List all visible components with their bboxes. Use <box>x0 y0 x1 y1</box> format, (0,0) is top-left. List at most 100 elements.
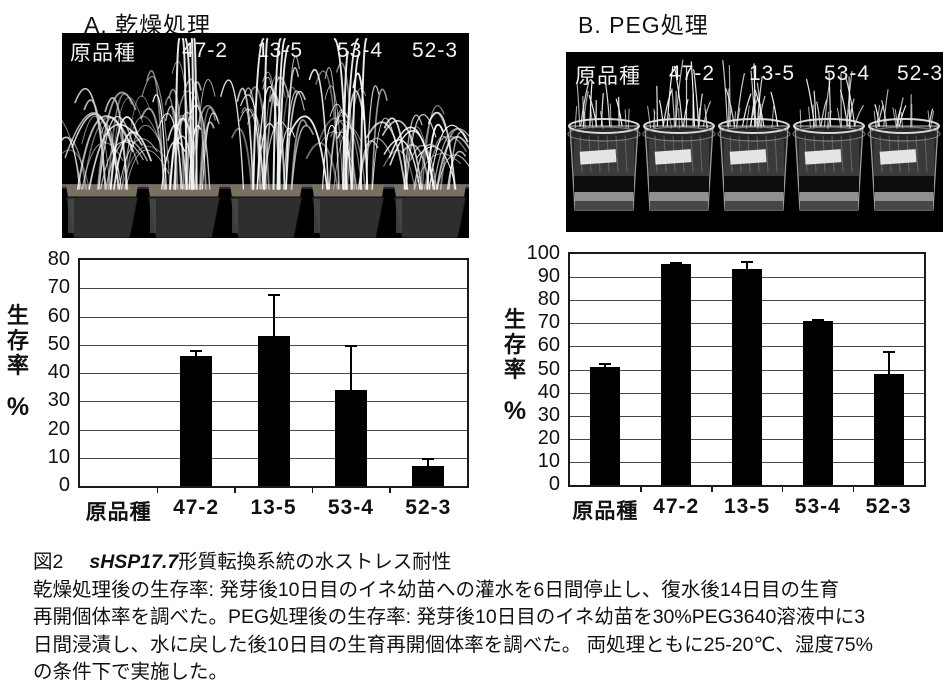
error-bar-cap <box>741 260 753 263</box>
plant-stroke <box>401 144 431 190</box>
plant-stroke <box>107 93 133 190</box>
plant-stroke <box>381 119 423 190</box>
photo-shape <box>314 199 320 233</box>
photo-shape <box>579 149 617 165</box>
plant-stroke <box>823 80 831 127</box>
photo-shape <box>875 201 933 210</box>
plant-stroke <box>426 123 444 190</box>
y-axis-label: 40 <box>47 361 70 383</box>
photo-shape <box>724 176 784 192</box>
plant-stroke <box>849 135 853 173</box>
plant-stroke <box>181 38 188 190</box>
chart-a-bar-52-3 <box>412 466 445 486</box>
y-axis-label: 70 <box>537 311 560 334</box>
photo-a-label-47-2: 47-2 <box>181 39 229 62</box>
plant-stroke <box>414 153 461 190</box>
photo-shape <box>874 176 934 192</box>
plant-stroke <box>898 105 907 127</box>
plant-stroke <box>365 85 380 190</box>
chart-a-xlabel-47-2: 47-2 <box>173 496 220 519</box>
chart-b-xlabel-13-5: 13-5 <box>723 495 771 518</box>
photo-b-label-13-5: 13-5 <box>748 62 796 85</box>
plant-stroke <box>808 106 812 129</box>
plant-stroke <box>140 107 166 190</box>
plant-stroke <box>876 104 881 129</box>
plant-stroke <box>574 105 578 129</box>
photo-shape <box>804 149 842 165</box>
plant-stroke <box>900 111 904 129</box>
plant-stroke <box>652 111 656 129</box>
photo-shape <box>725 201 783 210</box>
plant-stroke <box>656 85 659 127</box>
y-axis-label: 10 <box>47 445 70 468</box>
plant-stroke <box>813 90 817 127</box>
plant-stroke <box>124 95 151 190</box>
plant-stroke <box>848 105 853 129</box>
cup-rim <box>643 118 715 134</box>
photo-panel-b: 原品種 47-2 13-5 53-4 52-3 <box>566 52 943 232</box>
plant-stroke <box>765 135 769 173</box>
error-bar <box>272 293 275 337</box>
y-axis-label: 70 <box>47 276 70 299</box>
plant-stroke <box>702 101 711 127</box>
photo-shape <box>650 201 708 210</box>
plant-stroke <box>446 150 466 190</box>
y-axis-unit: % <box>503 397 527 425</box>
photo-shape <box>575 192 633 201</box>
plant-stroke <box>285 90 306 190</box>
plant-stroke <box>239 108 264 190</box>
plant-stroke <box>883 89 889 127</box>
plant-stroke <box>184 38 193 190</box>
cup-rim <box>867 126 941 142</box>
chart-b-xlabel-53-4: 53-4 <box>794 495 841 518</box>
chart-a-bar-53-4 <box>334 389 367 486</box>
chart-b-bar-13-5 <box>732 269 762 485</box>
plant-stroke <box>704 107 709 129</box>
y-axis-label: 10 <box>537 449 560 472</box>
plant-stroke <box>324 85 344 190</box>
caption-line-4: の条件下で実施した。 <box>33 661 229 683</box>
photo-shape <box>396 199 402 233</box>
photo-shape <box>725 192 783 201</box>
plant-stroke <box>263 38 269 190</box>
error-bar <box>604 362 607 368</box>
plant-stroke <box>419 111 447 190</box>
plant-stroke <box>741 93 752 127</box>
chart-b-bar-53-4 <box>802 321 833 485</box>
figure-title-gene: sHSP17.7 <box>89 551 179 573</box>
plant-stroke <box>74 88 107 190</box>
plant-stroke <box>350 53 360 190</box>
photo-shape <box>879 149 917 165</box>
error-bar-cap <box>882 351 895 354</box>
photo-b-label-53-4: 53-4 <box>823 62 871 85</box>
photo-a-label-53-4: 53-4 <box>336 39 384 62</box>
plant-stroke <box>71 113 120 190</box>
caption-line-3: 日間浸漬し、水に戻した後10日目の生育再開個体率を調べた。 両処理ともに25-2… <box>33 633 873 656</box>
photo-b-label-original: 原品種 <box>575 65 641 88</box>
x-axis-tick <box>711 485 713 492</box>
chart-b-plot-area: 原品種 47-2 13-5 53-4 52-3 0 10 20 30 40 50 60 70 80 90 10… <box>527 242 926 523</box>
chart-a-y-axis-title: 生存率% <box>4 303 32 422</box>
y-axis-title-char: 生 <box>6 303 29 328</box>
plant-stroke <box>81 142 124 190</box>
plant-stroke <box>668 113 673 129</box>
plant-stroke <box>389 130 436 190</box>
y-axis-unit: % <box>6 393 30 421</box>
x-axis-tick <box>389 486 391 493</box>
photo-shape <box>799 176 859 192</box>
plant-stroke <box>827 111 829 129</box>
error-bar-cap <box>344 344 357 347</box>
plant-stroke <box>388 126 435 190</box>
plant-stroke <box>383 149 416 190</box>
caption-title-line: 図2 sHSP17.7形質転換系統の水ストレス耐性 <box>33 549 938 577</box>
plant-stroke <box>699 135 703 173</box>
plant-stroke <box>276 38 286 190</box>
plant-stroke <box>193 38 198 190</box>
plant-stroke <box>164 96 179 190</box>
photo-b-illustration <box>566 52 943 232</box>
chart-a-xlabel-原品種: 原品種 <box>85 501 152 524</box>
plant-stroke <box>164 105 182 190</box>
y-axis-label: 30 <box>47 389 70 412</box>
photo-shape <box>229 196 303 238</box>
